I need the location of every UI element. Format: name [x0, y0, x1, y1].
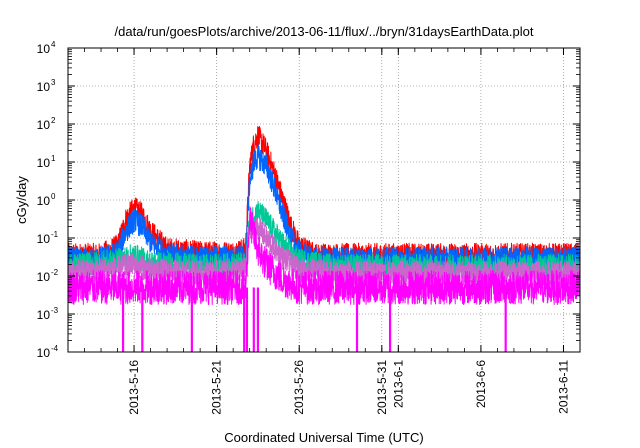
y-tick-label: 10	[37, 308, 51, 322]
x-axis-title: Coordinated Universal Time (UTC)	[224, 430, 423, 445]
axis-ticks	[67, 47, 581, 353]
x-tick-label: 2013-5-26	[292, 360, 306, 415]
y-tick-label: 10	[37, 232, 51, 246]
series-line	[68, 200, 580, 279]
series-line	[68, 125, 580, 268]
series-line	[68, 206, 580, 306]
y-tick-exponent: 4	[51, 40, 56, 49]
x-tick-label: 2013-6-6	[474, 360, 488, 408]
series-layer	[68, 125, 580, 352]
y-tick-label: 10	[37, 194, 51, 208]
x-tick-label: 2013-5-31	[375, 360, 389, 415]
y-tick-exponent: 1	[51, 154, 56, 163]
y-axis-title: cGy/day	[14, 176, 29, 224]
y-tick-label: 10	[37, 270, 51, 284]
y-tick-exponent: -1	[51, 230, 59, 239]
y-tick-exponent: 2	[51, 116, 56, 125]
chart-title: /data/run/goesPlots/archive/2013-06-11/f…	[115, 24, 534, 39]
y-tick-exponent: 3	[51, 78, 56, 87]
series-line	[68, 214, 580, 286]
x-tick-label: 2013-6-1	[391, 360, 405, 408]
y-tick-exponent: -2	[51, 268, 59, 277]
y-tick-label: 10	[37, 346, 51, 360]
y-tick-label: 10	[37, 156, 51, 170]
y-tick-exponent: 0	[51, 192, 56, 201]
grid	[68, 48, 580, 352]
x-tick-label: 2013-6-11	[556, 360, 570, 414]
x-tick-label: 2013-5-21	[210, 360, 224, 415]
y-tick-exponent: -3	[51, 306, 59, 315]
y-tick-label: 10	[37, 80, 51, 94]
y-tick-exponent: -4	[51, 344, 59, 353]
y-tick-label: 10	[37, 118, 51, 132]
x-tick-label: 2013-5-16	[127, 360, 141, 415]
x-tick-labels: 2013-5-16 2013-5-21 2013-5-26 2013-5-31 2013…	[127, 360, 570, 415]
y-tick-label: 10	[37, 42, 51, 56]
